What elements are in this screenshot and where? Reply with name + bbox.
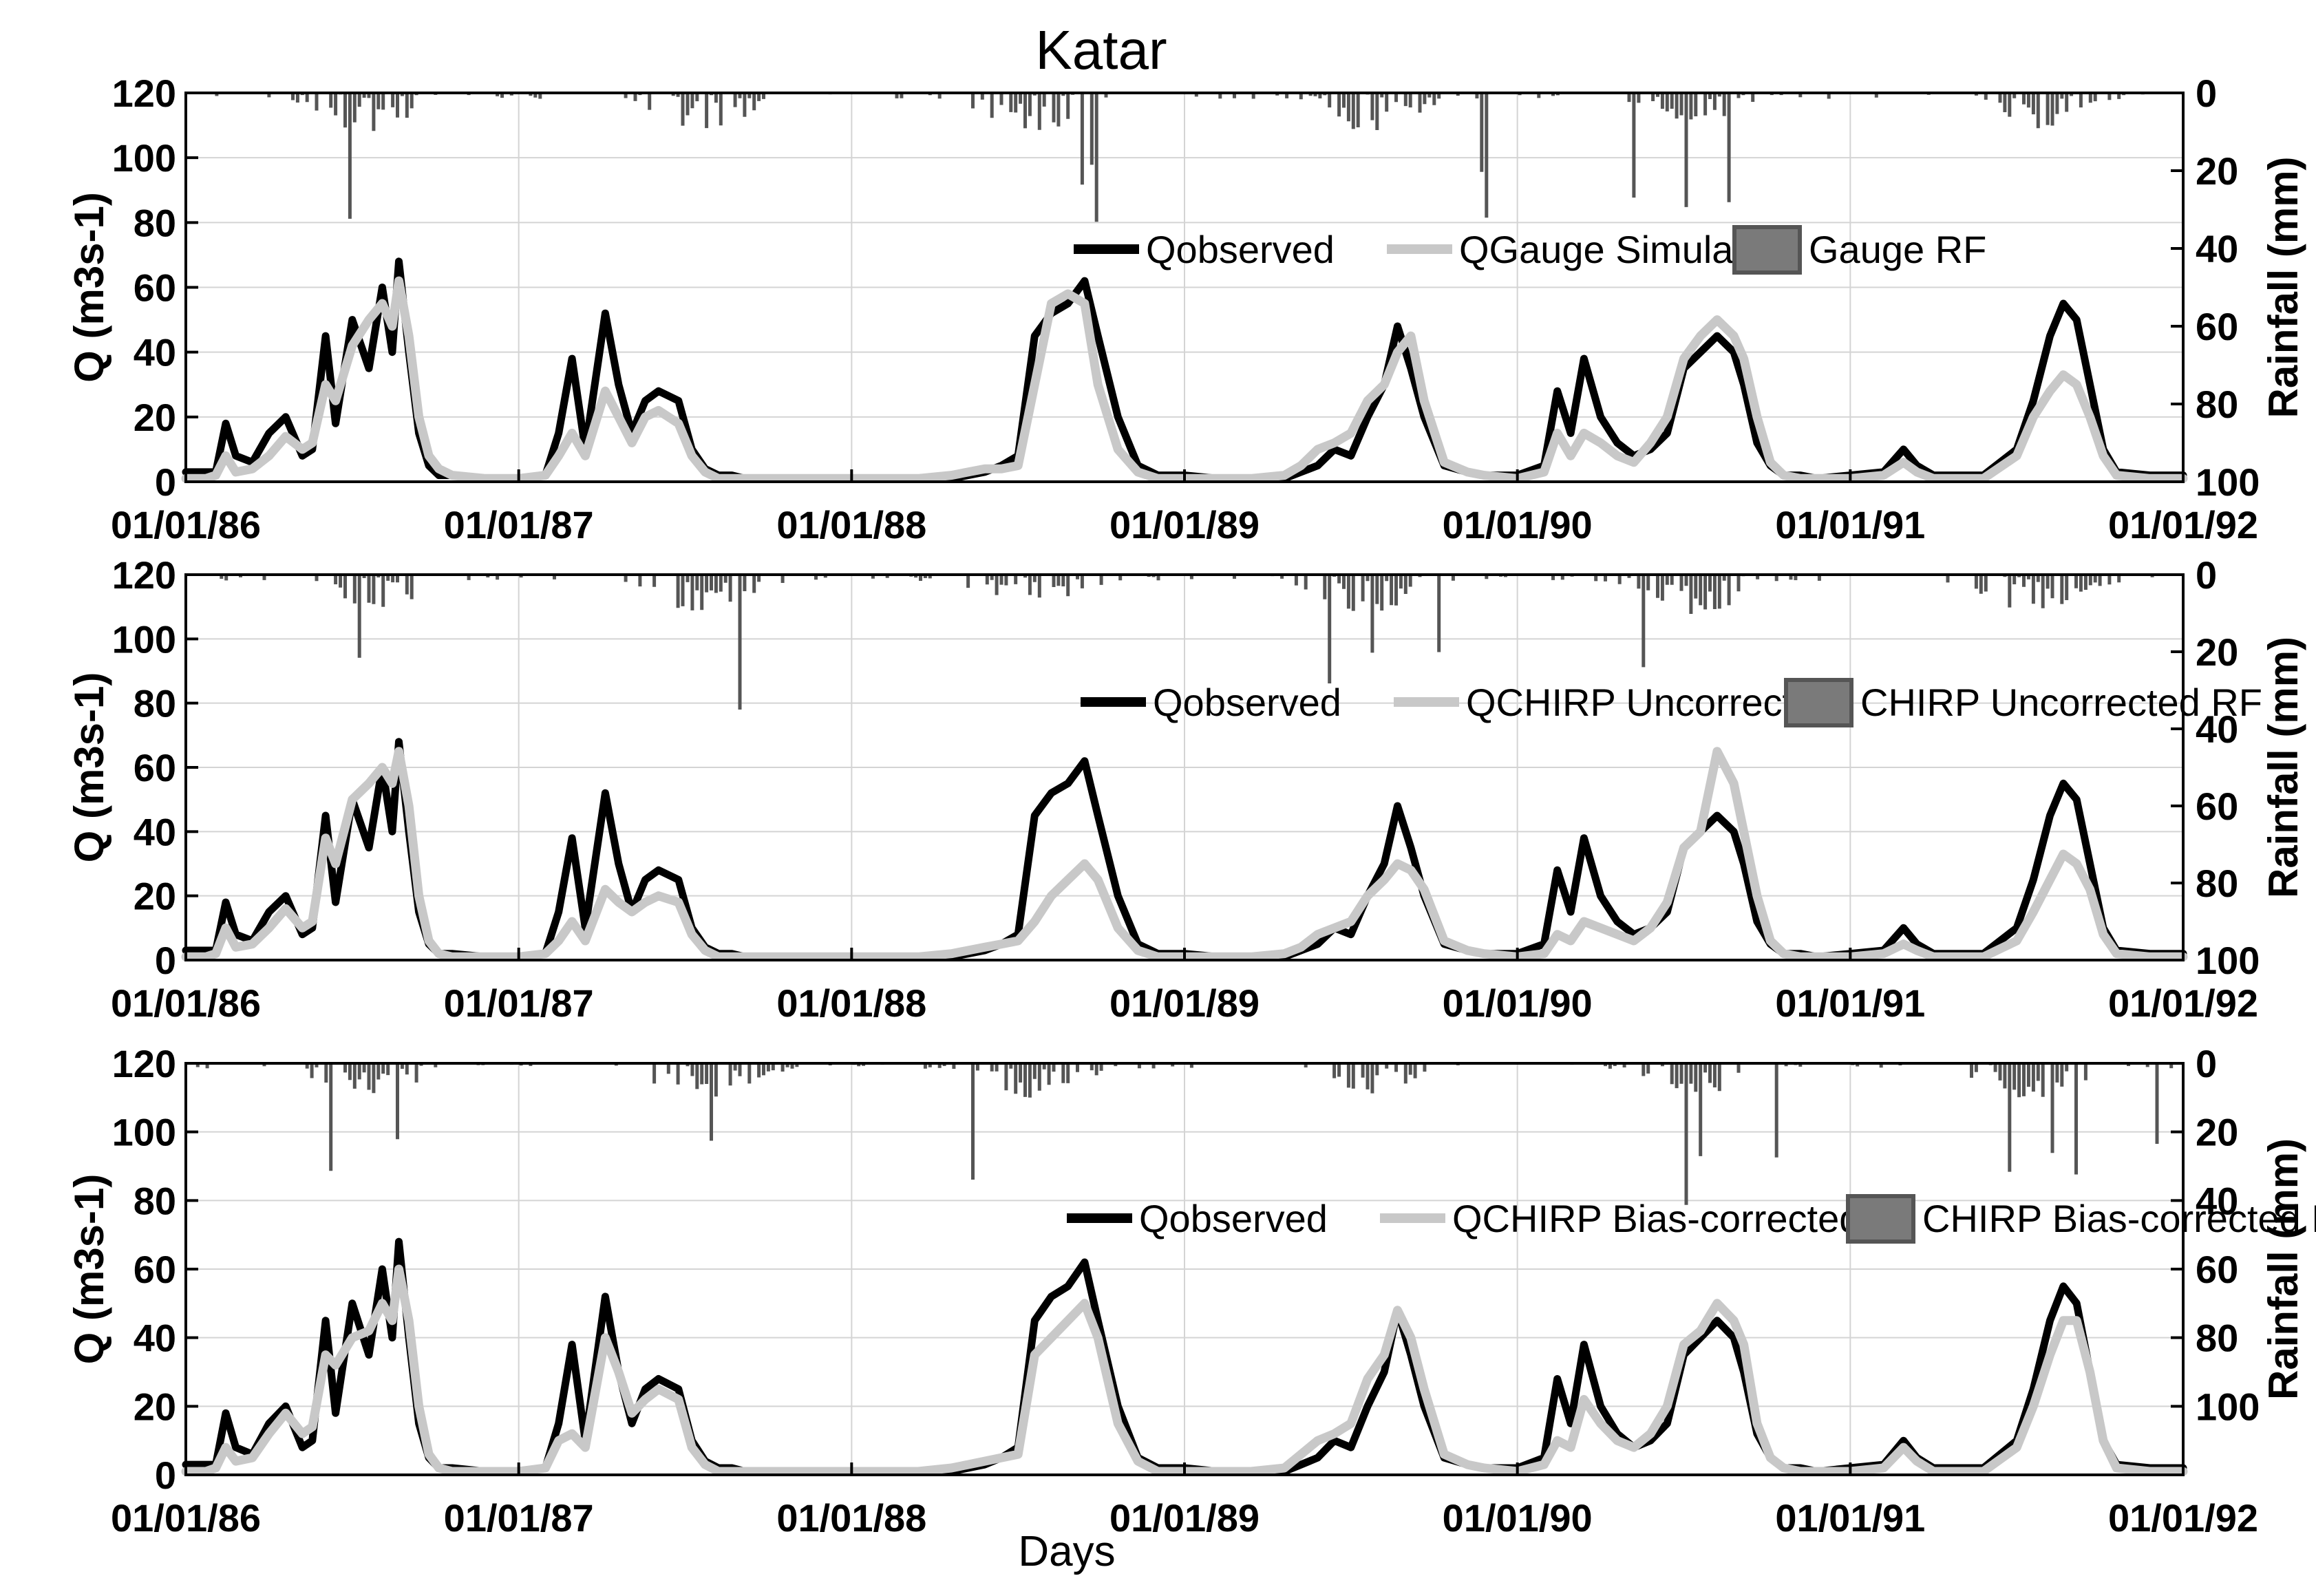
y-tick-label: 0 [155,1454,176,1497]
legend-label: QCHIRP Bias-corrected [1452,1197,1860,1240]
y-axis-title-right: Rainfall (mm) [2260,156,2306,418]
y-axis-title-right: Rainfall (mm) [2260,637,2306,898]
y2-tick-label: 80 [2196,1317,2238,1360]
panels-group: 0 20 40 60 80 100 120 0 20 40 60 80 100 01/01/86 01/01… [66,72,2316,1540]
y2-tick-label: 0 [2196,553,2217,597]
y-tick-label: 120 [112,553,176,597]
y2-tick-label: 0 [2196,1042,2217,1085]
x-tick-label: 01/01/90 [1443,981,1593,1025]
y-tick-label: 60 [134,1248,176,1291]
legend-swatch-rainfall [1732,225,1802,275]
legend-label: Gauge RF [1809,228,1986,271]
x-tick-label: 01/01/89 [1109,981,1260,1025]
panel-top: 0 20 40 60 80 100 120 0 20 40 60 80 100 01/01/86 01/01… [66,72,2306,546]
x-axis-title: Days [1018,1528,1115,1575]
y-tick-label: 100 [112,136,176,180]
x-tick-label: 01/01/90 [1443,1496,1593,1540]
x-tick-label: 01/01/87 [444,981,594,1025]
y-tick-label: 40 [134,331,176,374]
y-tick-label: 80 [134,201,176,244]
x-tick-label: 01/01/86 [111,503,261,546]
x-tick-label: 01/01/88 [776,503,926,546]
y-axis-title-left: Q (m3s-1) [66,192,112,383]
legend-swatch-rainfall [1784,678,1853,727]
y2-tick-label: 0 [2196,72,2217,115]
y-tick-label: 20 [134,875,176,918]
x-tick-label: 01/01/92 [2108,1496,2258,1540]
legend-label: CHIRP Bias-corrected RF [1922,1197,2316,1240]
simulated-flow-line [181,1264,2188,1476]
simulated-flow-line [181,747,2188,961]
legend-label: Qobserved [1139,1197,1328,1240]
legend-label: CHIRP Uncorrected RF [1860,681,2262,724]
y-tick-label: 60 [134,266,176,310]
x-tick-label: 01/01/87 [444,503,594,546]
y-tick-label: 20 [134,396,176,439]
x-tick-label: 01/01/88 [776,981,926,1025]
y-tick-label: 100 [112,617,176,661]
panel-bottom: 0 20 40 60 80 100 120 0 20 40 60 80 100 01/01/86 01/01… [66,1042,2316,1540]
y2-tick-label: 60 [2196,1248,2238,1291]
y-tick-label: 120 [112,1042,176,1085]
y2-tick-label: 20 [2196,630,2238,674]
y-tick-label: 120 [112,72,176,115]
x-tick-label: 01/01/91 [1775,503,1925,546]
x-tick-label: 01/01/87 [444,1496,594,1540]
y2-tick-label: 60 [2196,305,2238,348]
legend-label: QCHIRP Uncorrected [1466,681,1836,724]
y-tick-label: 20 [134,1385,176,1428]
y2-tick-label: 100 [2196,460,2260,504]
rainfall-bars [215,93,2145,222]
y-tick-label: 40 [134,810,176,853]
x-tick-label: 01/01/86 [111,981,261,1025]
y2-tick-label: 80 [2196,383,2238,426]
y2-tick-label: 100 [2196,939,2260,982]
y2-tick-label: 20 [2196,149,2238,193]
y-tick-label: 40 [134,1317,176,1360]
legend-label: QGauge Simulated [1459,228,1787,271]
y2-tick-label: 20 [2196,1111,2238,1154]
y2-tick-label: 60 [2196,785,2238,828]
y-tick-label: 0 [155,939,176,982]
x-tick-label: 01/01/86 [111,1496,261,1540]
legend-label: Qobserved [1153,681,1341,724]
y2-tick-label: 80 [2196,862,2238,905]
y2-tick-label: 40 [2196,1179,2238,1222]
y-tick-label: 80 [134,682,176,725]
y-axis-title-left: Q (m3s-1) [66,1174,112,1365]
y2-tick-label: 40 [2196,227,2238,270]
x-tick-label: 01/01/92 [2108,503,2258,546]
panel-middle: 0 20 40 60 80 100 120 0 20 40 60 80 100 01/01/86 01/01… [66,553,2306,1025]
x-tick-label: 01/01/89 [1109,1496,1260,1540]
x-tick-label: 01/01/89 [1109,503,1260,546]
figure-title: Katar [1035,19,1167,81]
x-tick-label: 01/01/91 [1775,1496,1925,1540]
simulated-flow-line [181,276,2188,483]
y2-tick-label: 100 [2196,1385,2260,1428]
x-tick-label: 01/01/88 [776,1496,926,1540]
y-tick-label: 60 [134,746,176,789]
x-tick-label: 01/01/91 [1775,981,1925,1025]
x-tick-label: 01/01/92 [2108,981,2258,1025]
legend-swatch-rainfall [1846,1194,1915,1244]
y-axis-title-right: Rainfall (mm) [2260,1138,2306,1400]
y-tick-label: 80 [134,1179,176,1222]
y-tick-label: 0 [155,460,176,504]
y-axis-title-left: Q (m3s-1) [66,672,112,863]
x-tick-label: 01/01/90 [1443,503,1593,546]
y-tick-label: 100 [112,1111,176,1154]
legend-label: Qobserved [1146,228,1335,271]
y2-tick-label: 40 [2196,707,2238,751]
